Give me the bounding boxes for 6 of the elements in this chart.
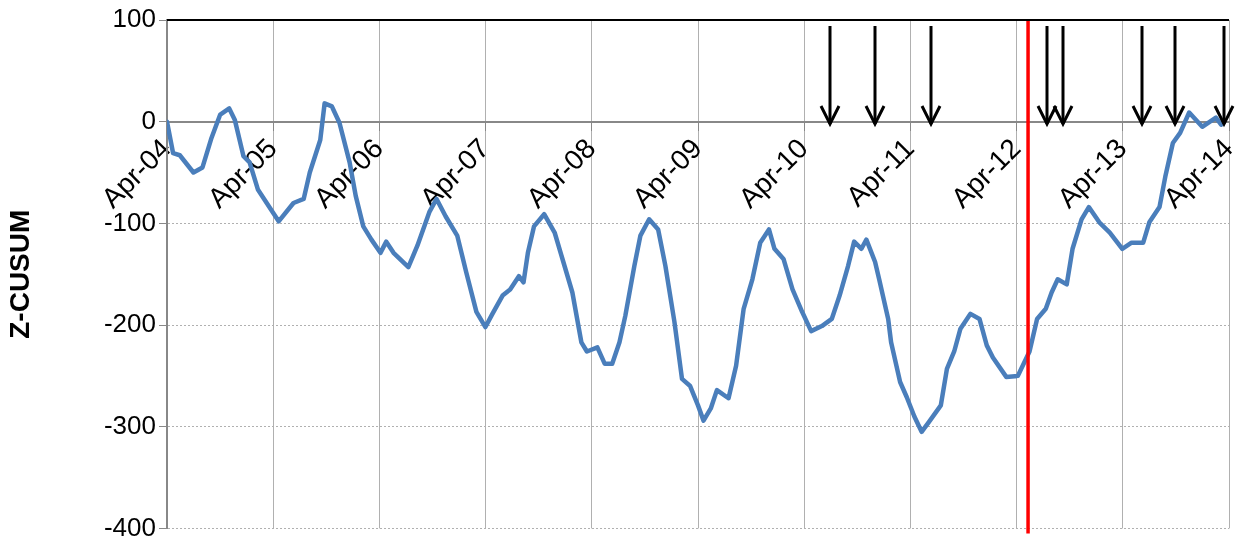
y-axis-title: Z-CUSUM	[3, 209, 35, 339]
y-tick-label: 100	[112, 3, 156, 34]
y-tick-label: -200	[103, 308, 156, 339]
y-tick-label: 0	[141, 104, 156, 135]
y-tick-label: -300	[103, 409, 156, 440]
y-tick-label: -400	[103, 511, 156, 542]
